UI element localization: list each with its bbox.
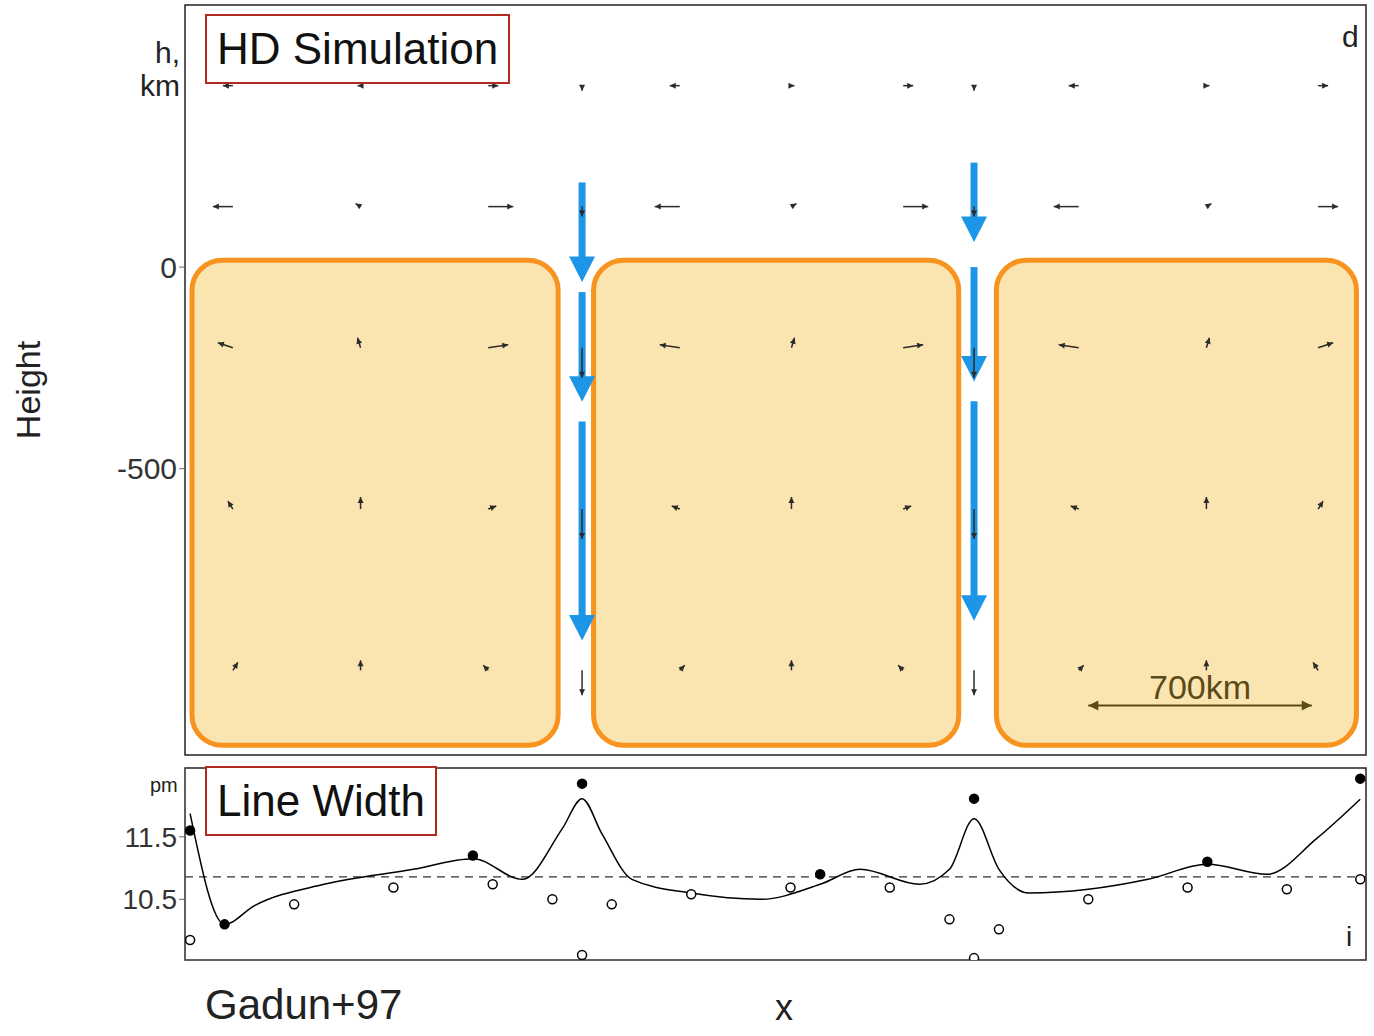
html-text:Gadun+97: Gadun+97 xyxy=(205,981,403,1028)
svg-text:0: 0 xyxy=(160,251,177,284)
html-text:Line Width: Line Width xyxy=(217,776,425,825)
html-text:i: i xyxy=(1346,921,1353,952)
html-text:pm: pm xyxy=(150,774,178,796)
html-text:Height: Height xyxy=(9,340,47,440)
html-text:h,: h, xyxy=(155,36,180,69)
html-text:HD Simulation: HD Simulation xyxy=(217,24,499,73)
svg-text:10.5: 10.5 xyxy=(123,884,178,915)
svg-text:700km: 700km xyxy=(1149,668,1251,706)
html-text:x: x xyxy=(775,987,793,1028)
html-text:km: km xyxy=(140,69,180,102)
html-text:d: d xyxy=(1342,20,1359,53)
svg-text:11.5: 11.5 xyxy=(125,822,177,853)
svg-text:-500: -500 xyxy=(117,452,177,485)
